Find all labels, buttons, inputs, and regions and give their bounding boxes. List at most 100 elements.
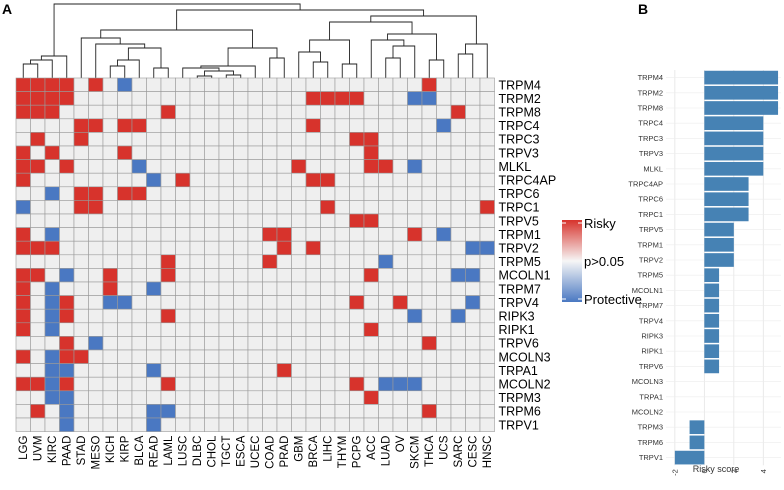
- heatmap-cell-trpv2-uvm: [30, 240, 46, 256]
- heatmap-cell-trpm7-thca: [421, 281, 437, 296]
- heatmap-cell-trpc6-thym: [334, 186, 350, 201]
- heatmap-cell-trpc4-thca: [421, 118, 437, 133]
- heatmap-cell-trpv4-ucec: [247, 295, 263, 310]
- heatmap-cell-ripk1-thca: [421, 322, 437, 337]
- heatmap-cell-trpc3-pcpg: [349, 132, 365, 147]
- heatmap-cell-trpv1-lusc: [175, 417, 191, 432]
- heatmap-cell-trpc4ap-prad: [276, 172, 292, 188]
- heatmap-cell-trpa1-read: [146, 363, 162, 378]
- heatmap-cell-trpv2-hnsc: [479, 240, 495, 256]
- heatmap-cell-trpv1-acc: [363, 417, 379, 432]
- heatmap-cell-ripk3-coad: [262, 308, 278, 324]
- dendrogram-branch: [329, 21, 413, 40]
- heatmap-cell-trpv6-coad: [262, 336, 278, 351]
- heatmap-cell-trpm5-luad: [378, 254, 394, 269]
- heatmap-cell-trpm7-dlbc: [189, 281, 205, 296]
- heatmap-cell-trpa1-gbm: [291, 363, 307, 378]
- heatmap-cell-trpv1-lihc: [320, 417, 336, 432]
- heatmap-column-label-lihc: LIHC: [323, 436, 335, 462]
- heatmap-cell-trpc3-lihc: [320, 132, 336, 147]
- heatmap-cell-trpm2-laml: [160, 91, 176, 106]
- heatmap-cell-trpm1-kirp: [117, 227, 133, 242]
- heatmap-cell-trpm1-cesc: [465, 227, 481, 242]
- heatmap-column-label-meso: MESO: [91, 436, 103, 470]
- heatmap-cell-trpv5-coad: [262, 213, 278, 228]
- heatmap-cell-trpv4-lihc: [320, 295, 336, 310]
- heatmap-cell-trpc3-prad: [276, 132, 292, 147]
- heatmap-cell-trpm3-kirp: [117, 390, 133, 405]
- heatmap-cell-trpa1-tgct: [218, 363, 234, 378]
- heatmap-cell-ripk3-gbm: [291, 308, 307, 324]
- heatmap-column-label-thca: THCA: [424, 435, 436, 467]
- heatmap-cell-trpv2-dlbc: [189, 240, 205, 256]
- heatmap-cell-trpv1-cesc: [465, 417, 481, 432]
- heatmap-cell-trpv1-thca: [421, 417, 437, 432]
- heatmap-cell-mcoln2-lgg: [15, 376, 31, 392]
- heatmap-cell-trpv5-sarc: [450, 213, 466, 228]
- heatmap-cell-trpc4ap-luad: [378, 172, 394, 188]
- heatmap-cell-ripk1-ov: [392, 322, 408, 337]
- heatmap-cell-trpc4ap-ucec: [247, 172, 263, 188]
- heatmap-cell-trpc6-ov: [392, 186, 408, 201]
- heatmap-cell-trpm7-hnsc: [479, 281, 495, 296]
- heatmap-cell-trpm6-hnsc: [479, 404, 495, 419]
- heatmap-cell-trpm1-luad: [378, 227, 394, 242]
- heatmap-cell-trpm3-kirc: [44, 390, 60, 405]
- heatmap-cell-trpm6-ucec: [247, 404, 263, 419]
- heatmap-column-label-chol: CHOL: [207, 435, 219, 468]
- bar-trpc4: [704, 116, 764, 131]
- heatmap-cell-trpm6-laml: [160, 404, 176, 419]
- heatmap-cell-mcoln3-kich: [102, 349, 118, 364]
- heatmap-cell-trpv2-tgct: [218, 240, 234, 256]
- heatmap-cell-trpm8-luad: [378, 104, 394, 120]
- heatmap-cell-trpm6-ucs: [436, 404, 452, 419]
- heatmap-cell-trpc4-hnsc: [479, 118, 495, 133]
- heatmap-cell-trpm8-tgct: [218, 104, 234, 120]
- heatmap-cell-mcoln1-uvm: [30, 268, 46, 283]
- heatmap-cell-trpm5-chol: [204, 254, 220, 269]
- heatmap-cell-trpm5-coad: [262, 254, 278, 269]
- bar-category-labels: TRPM4 TRPM2 TRPM8 TRPC4 TRPC3 TRPV3 MLKL TRPC4A…: [628, 73, 663, 462]
- heatmap-cell-mlkl-pcpg: [349, 159, 365, 174]
- heatmap-column-label-blca: BLCA: [134, 435, 146, 465]
- heatmap-cell-trpv2-chol: [204, 240, 220, 256]
- heatmap-cell-trpm1-lgg: [15, 227, 31, 242]
- heatmap-cell-trpm5-uvm: [30, 254, 46, 269]
- heatmap-column-label-ov: OV: [395, 435, 407, 452]
- heatmap-cell-trpm2-kirp: [117, 91, 133, 106]
- heatmap-cell-trpm8-hnsc: [479, 104, 495, 120]
- heatmap-cell-trpc4-brca: [305, 118, 321, 133]
- heatmap-cell-trpm7-pcpg: [349, 281, 365, 296]
- heatmap-cell-mcoln1-thym: [334, 268, 350, 283]
- heatmap-row-label-trpc4ap: TRPC4AP: [499, 174, 557, 188]
- heatmap-cell-trpm1-paad: [59, 227, 75, 242]
- dendrogram-branch: [385, 57, 401, 78]
- heatmap-cell-trpc4ap-paad: [59, 172, 75, 188]
- heatmap-cell-trpc4ap-read: [146, 172, 162, 188]
- heatmap-cell-trpv2-kirp: [117, 240, 133, 256]
- heatmap-cell-trpv5-acc: [363, 213, 379, 228]
- heatmap-cell-trpm1-meso: [88, 227, 104, 242]
- heatmap-cell-trpc3-kirp: [117, 132, 133, 147]
- heatmap-column-label-read: READ: [149, 436, 161, 468]
- heatmap-cell-ripk1-dlbc: [189, 322, 205, 337]
- heatmap-cell-trpc1-coad: [262, 200, 278, 215]
- heatmap-cell-trpv6-lgg: [15, 336, 31, 351]
- heatmap-cell-trpm4-ucec: [247, 77, 263, 92]
- heatmap-cell-trpv2-gbm: [291, 240, 307, 256]
- heatmap-cell-trpm2-coad: [262, 91, 278, 106]
- heatmap-cell-trpm3-chol: [204, 390, 220, 405]
- heatmap-cell-trpm1-lihc: [320, 227, 336, 242]
- heatmap-row-label-trpm2: TRPM2: [499, 92, 541, 106]
- heatmap-cell-trpv1-thym: [334, 417, 350, 432]
- heatmap-cell-mcoln2-kirp: [117, 376, 133, 392]
- bar-trpv3: [704, 146, 764, 161]
- dendrogram-branch: [269, 57, 285, 78]
- heatmap-cell-ripk1-lgg: [15, 322, 31, 337]
- heatmap-cell-trpm3-thym: [334, 390, 350, 405]
- heatmap-cell-ripk3-uvm: [30, 308, 46, 324]
- bar-label-trpc1: TRPC1: [638, 210, 663, 219]
- heatmap-cell-trpv5-hnsc: [479, 213, 495, 228]
- heatmap-cell-trpm3-thca: [421, 390, 437, 405]
- heatmap-cell-trpc6-laml: [160, 186, 176, 201]
